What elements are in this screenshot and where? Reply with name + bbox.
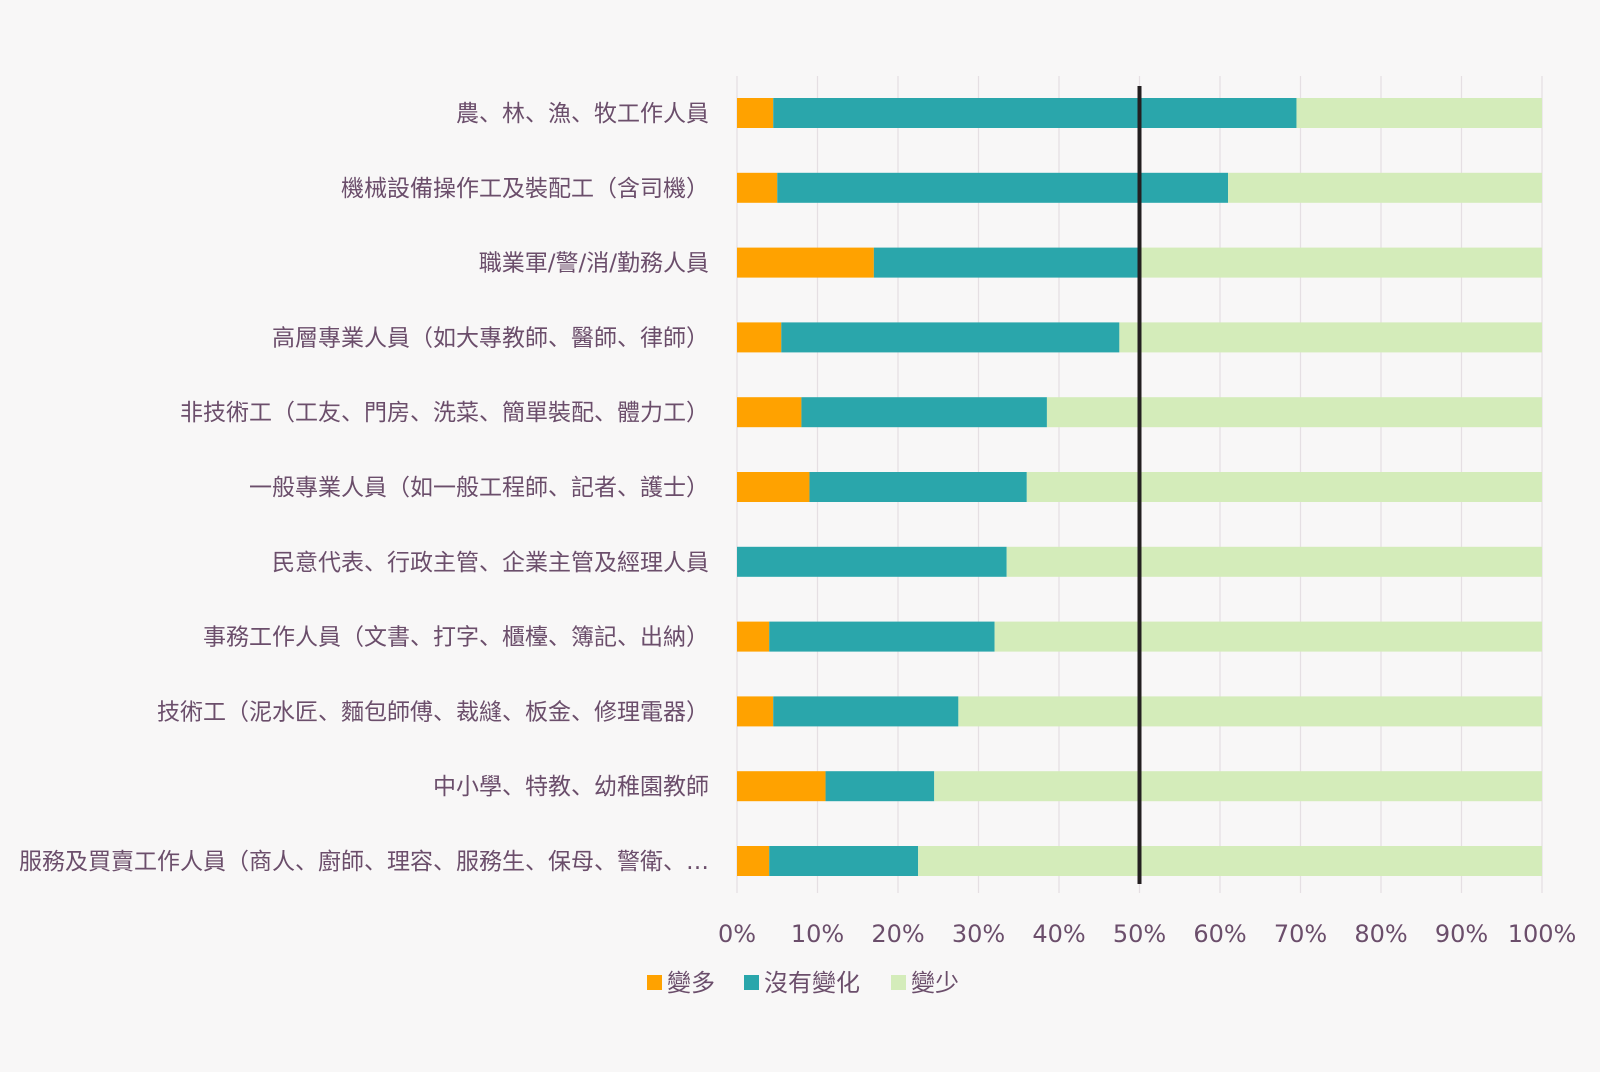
legend: 變多 沒有變化 變少 (647, 969, 959, 997)
bar-segment (781, 322, 1120, 353)
x-tick-label: 80% (1354, 920, 1407, 948)
bar-segment (737, 771, 826, 802)
bar-segment (773, 98, 1297, 128)
category-label: 服務及買賣工作人員（商人、廚師、理容、服務生、保母、警衛、… (19, 849, 709, 875)
x-tick-label: 30% (952, 920, 1005, 948)
category-label: 非技術工（工友、門房、洗菜、簡單裝配、體力工） (180, 400, 709, 426)
x-tick-label: 70% (1274, 920, 1327, 948)
bar-segment (918, 846, 1542, 876)
category-label: 民意代表、行政主管、企業主管及經理人員 (272, 550, 709, 576)
bar-segment (958, 696, 1542, 727)
bar-segment (737, 846, 770, 876)
bar-segment (777, 172, 1229, 203)
bar-segment (769, 621, 995, 652)
bar-segment (769, 846, 919, 876)
category-label: 技術工（泥水匠、麵包師傅、裁縫、板金、修理電器） (157, 699, 709, 725)
bar-segment (825, 771, 935, 802)
category-label: 高層專業人員（如大專教師、醫師、律師） (272, 325, 709, 351)
bar-segment (1119, 322, 1542, 353)
category-label: 中小學、特教、幼稚園教師 (433, 774, 709, 800)
bar-segment (1026, 472, 1542, 502)
legend-swatch (744, 975, 759, 990)
x-tick-label: 10% (791, 920, 844, 948)
category-label: 事務工作人員（文書、打字、櫃檯、簿記、出納） (203, 625, 709, 651)
bar-segment (737, 98, 774, 128)
legend-label: 沒有變化 (764, 969, 860, 997)
legend-label: 變多 (667, 969, 715, 997)
category-label: 機械設備操作工及裝配工（含司機） (341, 176, 709, 202)
legend-swatch (647, 975, 662, 990)
x-tick-label: 20% (871, 920, 924, 948)
bar-segment (801, 397, 1047, 428)
bar-segment (737, 696, 774, 727)
x-tick-label: 100% (1508, 920, 1577, 948)
category-label: 一般專業人員（如一般工程師、記者、護士） (249, 475, 709, 501)
bar-segment (809, 472, 1027, 502)
bar-segment (1228, 172, 1542, 203)
bar-segment (1296, 98, 1542, 128)
legend-swatch (891, 975, 906, 990)
bar-segment (737, 172, 778, 203)
bar-segment (1139, 247, 1542, 278)
x-axis-ticks: 0% 10% 20% 30% 40% 50% 60% 70% 80% 90% 100% (718, 920, 1576, 948)
bar-segment (1046, 397, 1542, 428)
bar-segment (873, 247, 1140, 278)
x-tick-label: 60% (1193, 920, 1246, 948)
bar-segment (737, 546, 1007, 577)
bar-segment (994, 621, 1542, 652)
x-tick-label: 90% (1435, 920, 1488, 948)
category-label: 職業軍/警/消/勤務人員 (479, 251, 709, 277)
x-tick-label: 50% (1113, 920, 1166, 948)
bars (737, 98, 1542, 876)
bar-segment (773, 696, 959, 727)
bar-segment (737, 397, 802, 428)
x-tick-label: 0% (718, 920, 756, 948)
bar-segment (737, 472, 810, 502)
x-tick-label: 40% (1032, 920, 1085, 948)
bar-segment (934, 771, 1542, 802)
legend-label: 變少 (911, 969, 959, 997)
category-label: 農、林、漁、牧工作人員 (456, 101, 709, 127)
bar-segment (1006, 546, 1542, 577)
bar-segment (737, 621, 770, 652)
bar-segment (737, 322, 782, 353)
bar-segment (737, 247, 874, 278)
